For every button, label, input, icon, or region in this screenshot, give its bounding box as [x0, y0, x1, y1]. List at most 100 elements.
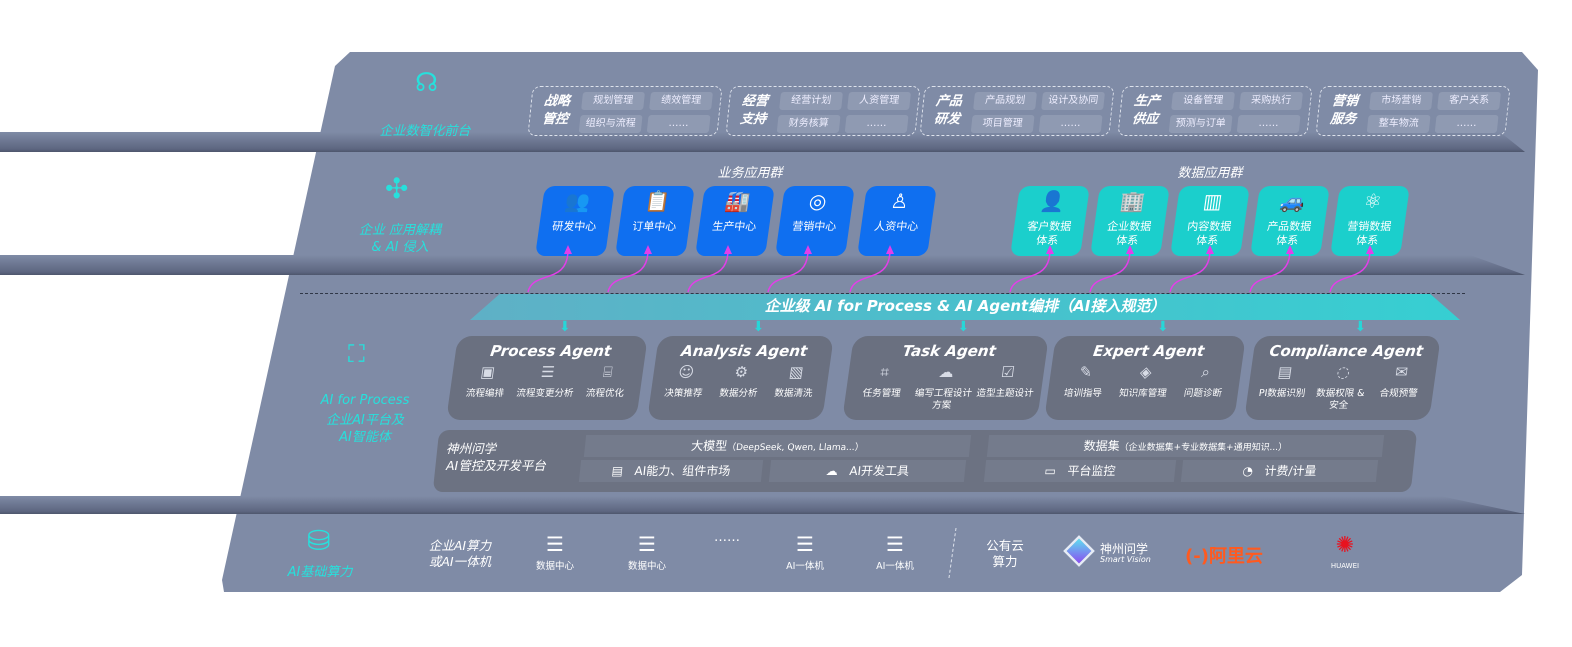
agent-card[interactable]: Expert Agent ✎ 培训指导 ◈ 知识库管理 ⌕ 问题诊断 — [1044, 336, 1246, 420]
huawei-logo: ✺ — [1335, 533, 1355, 558]
dev-tools-icon: ☁ — [825, 464, 843, 478]
enterprise-compute: 企业AI算力 或AI一体机 — [428, 538, 492, 569]
agent-capability[interactable]: ☑ 造型主题设计 — [974, 363, 1039, 400]
apps-label: 企业 应用解耦 & AI 侵入 — [358, 223, 442, 255]
platform-cell[interactable]: ▤ AI能力、组件市场 — [578, 460, 764, 482]
capability-icon: ◈ — [1138, 363, 1153, 381]
capability-label: 知识库管理 — [1118, 388, 1168, 399]
down-arrow-icon: ⬇ — [752, 319, 765, 335]
down-arrow-icon: ⬇ — [1354, 319, 1367, 335]
connector-arrowhead — [564, 245, 572, 254]
agent-capability[interactable]: ◈ 知识库管理 — [1112, 363, 1177, 400]
capability-label: 流程优化 — [585, 388, 625, 399]
cell-label: AI开发工具 — [848, 464, 910, 478]
capability-label: 数据清洗 — [773, 388, 814, 399]
gauge-icon: ◔ — [1241, 464, 1258, 478]
server-item: ☰ 数据中心 — [520, 532, 590, 572]
server-label: …… — [714, 530, 740, 545]
capability-label: 合规预警 — [1378, 388, 1419, 399]
agent-capability[interactable]: ◌ 数据权限 & 安全 — [1308, 363, 1374, 412]
agent-capability[interactable]: ✉ 合规预警 — [1368, 363, 1433, 400]
server-label: AI一体机 — [786, 561, 824, 572]
agent-capability[interactable]: ▤ PI数据识别 — [1251, 363, 1316, 400]
connector-arrowhead — [1286, 245, 1294, 254]
server-icon: ☰ — [796, 532, 814, 556]
capability-icon: ✎ — [1078, 363, 1094, 381]
platform-cell[interactable]: ▭ 平台监控 — [983, 460, 1177, 482]
capability-icon: ⌕ — [1200, 363, 1212, 381]
capability-icon: ▣ — [479, 363, 497, 381]
agent-card[interactable]: Compliance Agent ▤ PI数据识别 ◌ 数据权限 & 安全 ✉ 合规预警 — [1244, 336, 1441, 420]
connector-arrowhead — [644, 245, 652, 254]
server-icon: ☰ — [886, 532, 904, 556]
capability-label: 数据分析 — [718, 388, 759, 399]
agent-title: Expert Agent — [1092, 342, 1206, 360]
agent-capability[interactable]: ☁ 编写工程设计方案 — [911, 363, 977, 412]
down-arrow-icon: ⬇ — [957, 319, 970, 335]
capability-icon: ⚙ — [733, 363, 750, 381]
capability-label: 决策推荐 — [663, 388, 704, 399]
monitor-icon: ▭ — [1043, 464, 1061, 478]
capability-icon: ☑ — [1000, 363, 1016, 381]
model-row: 大模型（DeepSeek, Qwen, Llama...） — [583, 435, 972, 457]
platform-cell[interactable]: ☁ AI开发工具 — [768, 460, 967, 482]
connector-curve — [607, 249, 649, 293]
cell-label: 计费/计量 — [1263, 464, 1318, 478]
aliyun-logo: (-)阿里云 — [1185, 546, 1263, 567]
business-apps-title: 业务应用群 — [717, 166, 783, 181]
model-note: （DeepSeek, Qwen, Llama...） — [726, 443, 865, 453]
agent-capability[interactable]: ▣ 流程编排 — [454, 363, 519, 400]
agent-capability[interactable]: ⌕ 问题诊断 — [1172, 363, 1237, 400]
agent-capability[interactable]: ✎ 培训指导 — [1052, 363, 1117, 400]
agent-title: Analysis Agent — [680, 342, 809, 360]
ai-label-cn: 企业AI平台及 AI智能体 — [326, 413, 404, 445]
server-item: ☰ AI一体机 — [770, 532, 840, 572]
layer-divider — [0, 496, 1525, 514]
connector-curve — [1169, 249, 1211, 293]
database-icon: ⛁ — [307, 524, 331, 557]
ai-label-en: AI for Process — [320, 393, 410, 408]
connector-curve — [1329, 249, 1371, 293]
agent-title: Compliance Agent — [1268, 342, 1425, 360]
capability-label: 问题诊断 — [1183, 388, 1223, 399]
connector-curve — [1009, 249, 1051, 293]
capability-label: 培训指导 — [1063, 388, 1103, 399]
connector-curve — [849, 249, 891, 293]
vendor-name: 神州问学 — [1100, 542, 1149, 556]
cell-label: AI能力、组件市场 — [633, 464, 732, 478]
connector-curve — [687, 249, 729, 293]
capability-label: 流程变更分析 — [515, 388, 575, 399]
capability-icon: ⌗ — [879, 363, 891, 381]
dataset-note: （企业数据集+专业数据集+通用知识...） — [1118, 443, 1288, 453]
capability-icon: ☰ — [539, 363, 556, 381]
orchestration-banner — [470, 294, 1460, 320]
more-servers: …… — [692, 530, 762, 545]
compute-label: AI基础算力 — [287, 565, 353, 580]
connector-curve — [1249, 249, 1291, 293]
platform-title: 神州问学 AI管控及开发平台 — [446, 441, 546, 473]
vendor-name: 阿里云 — [1208, 546, 1263, 567]
connector-arrowhead — [1046, 245, 1054, 254]
capability-label: 编写工程设计方案 — [914, 388, 973, 411]
agent-card[interactable]: Analysis Agent ☺ 决策推荐 ⚙ 数据分析 ▧ 数据清洗 — [647, 336, 834, 420]
connector-arrowhead — [804, 245, 812, 254]
capability-icon: ☺ — [677, 363, 696, 381]
capability-label: 造型主题设计 — [975, 388, 1035, 399]
agent-card[interactable]: Task Agent ⌗ 任务管理 ☁ 编写工程设计方案 ☑ 造型主题设计 — [842, 336, 1049, 420]
molecule-icon: ✣ — [385, 172, 409, 205]
agent-capability[interactable]: ⌗ 任务管理 — [851, 363, 916, 400]
dashed-divider — [300, 293, 1465, 294]
frontend-label: 企业数智化前台 — [379, 124, 471, 139]
capability-icon: ◌ — [1335, 363, 1352, 381]
capability-icon: ☁ — [937, 363, 956, 381]
agent-capability[interactable]: ☰ 流程变更分析 — [514, 363, 579, 400]
agent-capability[interactable]: ⌸ 流程优化 — [574, 363, 639, 400]
server-icon: ☰ — [638, 532, 656, 556]
capability-label: 数据权限 & 安全 — [1315, 388, 1366, 411]
platform-cell[interactable]: ◔ 计费/计量 — [1180, 460, 1379, 482]
agent-capability[interactable]: ▧ 数据清洗 — [762, 363, 827, 400]
agent-card[interactable]: Process Agent ▣ 流程编排 ☰ 流程变更分析 ⌸ 流程优化 — [446, 336, 648, 420]
down-arrow-icon: ⬇ — [559, 319, 571, 335]
server-label: 数据中心 — [627, 561, 666, 572]
